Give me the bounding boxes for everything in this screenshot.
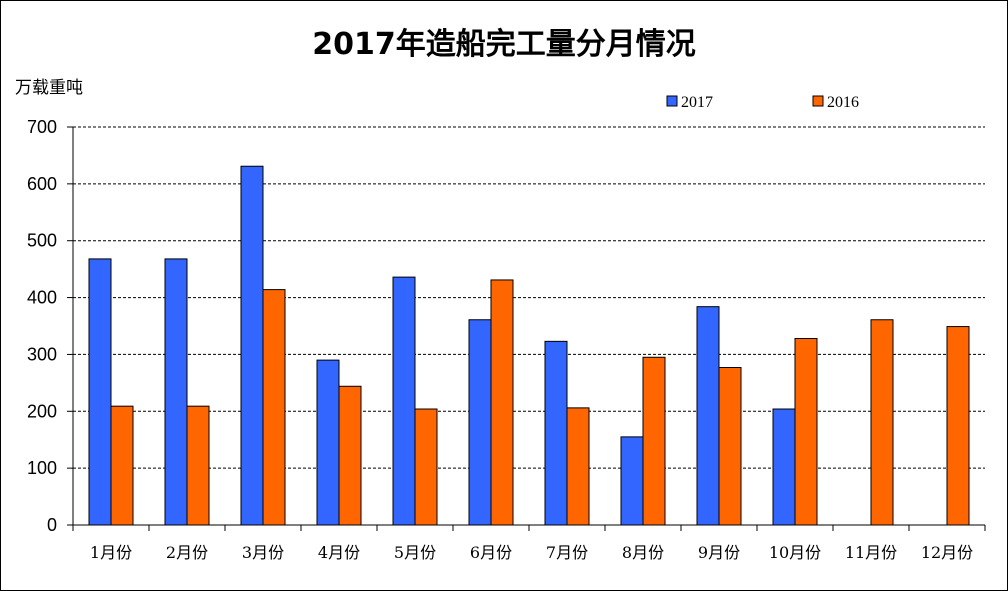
y-tick-label: 400 (27, 288, 57, 308)
y-tick-label: 300 (27, 344, 57, 364)
bar-2016-3 (262, 289, 286, 526)
x-tick-label: 11月份 (845, 543, 897, 562)
y-tick-label: 100 (27, 458, 57, 478)
x-tick-label: 1月份 (90, 543, 132, 562)
bar-2017-1 (88, 258, 112, 526)
x-tick-label: 4月份 (318, 543, 360, 562)
y-axis-ticks: 0 100 200 300 400 500 600 700 (27, 117, 73, 535)
bars (88, 165, 970, 526)
x-tick-label: 6月份 (470, 543, 512, 562)
bar-2017-7 (544, 340, 568, 526)
axes (72, 127, 985, 526)
bar-2016-11 (870, 319, 894, 526)
legend-swatch-2016 (812, 95, 824, 107)
x-tick-label: 9月份 (698, 543, 740, 562)
chart-title: 2017年造船完工量分月情况 (312, 27, 696, 62)
bar-2016-1 (110, 405, 134, 526)
bar-2017-2 (164, 258, 188, 526)
bar-2016-10 (794, 338, 818, 526)
bar-2016-6 (490, 279, 514, 526)
y-tick-label: 0 (47, 515, 57, 535)
bar-2017-6 (468, 319, 492, 526)
y-tick-label: 700 (27, 117, 57, 137)
bar-2016-12 (946, 326, 970, 526)
x-tick-label: 12月份 (921, 543, 973, 562)
y-tick-label: 200 (27, 401, 57, 421)
x-tick-label: 7月份 (546, 543, 588, 562)
bar-2016-4 (338, 385, 362, 526)
bar-2016-8 (642, 356, 666, 526)
bar-2016-5 (414, 408, 438, 526)
legend: 2017 2016 (666, 94, 859, 111)
bar-2016-9 (718, 367, 742, 526)
x-tick-label: 3月份 (242, 543, 284, 562)
bar-2017-10 (772, 408, 796, 526)
x-tick-label: 8月份 (622, 543, 664, 562)
x-tick-label: 10月份 (769, 543, 821, 562)
bar-2017-5 (392, 276, 416, 526)
x-tick-label: 5月份 (394, 543, 436, 562)
gridlines (73, 126, 985, 469)
y-tick-label: 500 (27, 231, 57, 251)
x-tick-label: 2月份 (166, 543, 208, 562)
bar-2017-8 (620, 436, 644, 526)
bar-2016-2 (186, 405, 210, 526)
y-tick-label: 600 (27, 174, 57, 194)
bar-2017-4 (316, 359, 340, 526)
bar-2016-7 (566, 407, 590, 526)
legend-label-2017: 2017 (681, 94, 713, 111)
bar-2017-9 (696, 306, 720, 526)
legend-swatch-2017 (666, 95, 678, 107)
legend-label-2016: 2016 (827, 94, 859, 111)
y-axis-unit-label: 万载重吨 (15, 78, 83, 98)
bar-2017-3 (240, 165, 264, 526)
x-axis-ticks: 1月份 2月份 3月份 4月份 5月份 6月份 7月份 8月份 9月份 10月份 11月份 12月份 (72, 525, 986, 562)
